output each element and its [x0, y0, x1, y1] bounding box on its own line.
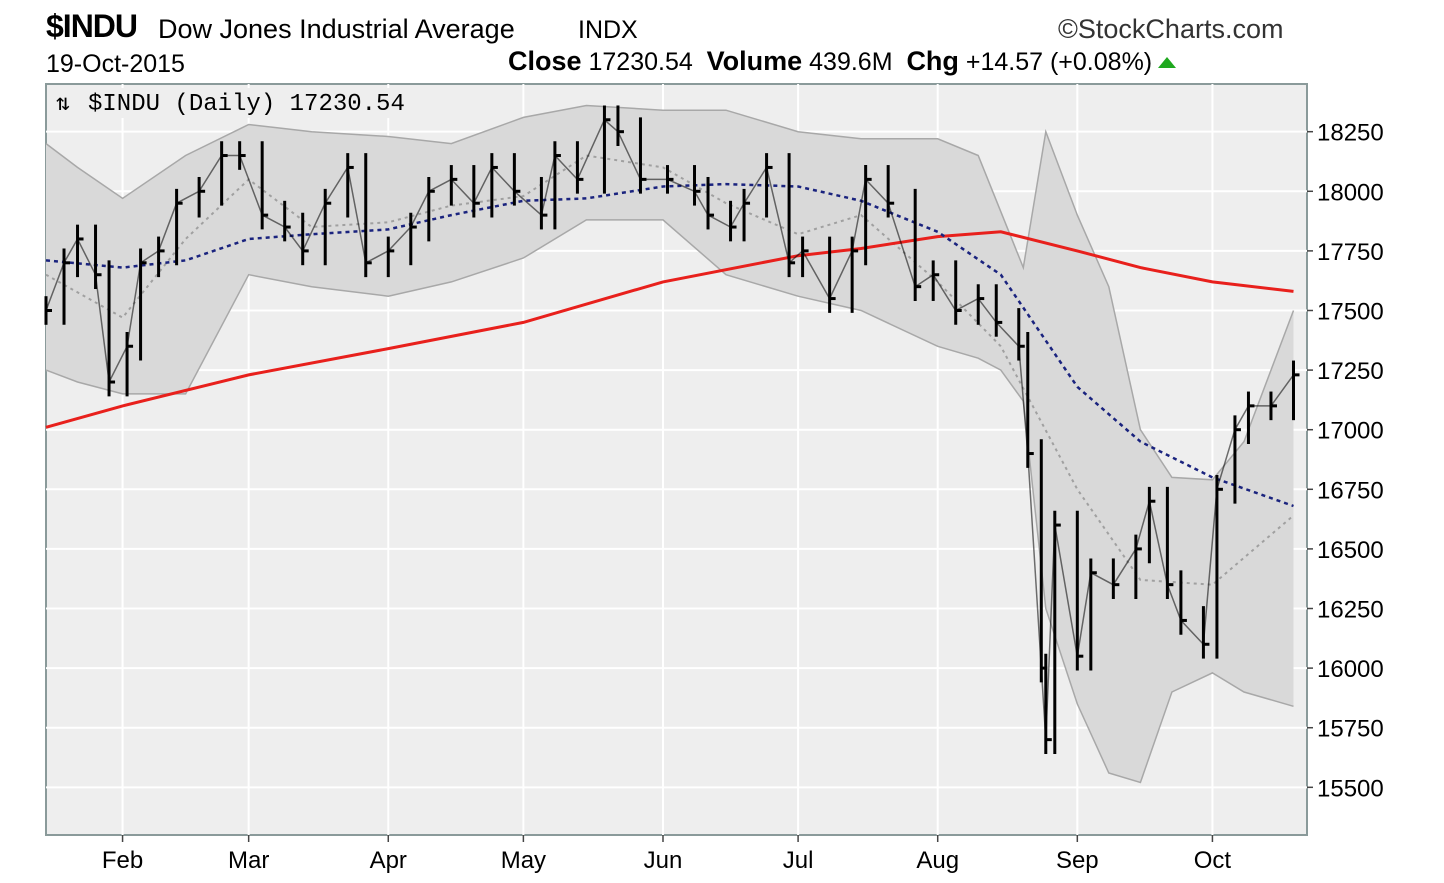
y-tick-label: 17250: [1317, 358, 1384, 385]
exchange-label: INDX: [578, 16, 638, 44]
volume-value: 439.6M: [809, 48, 893, 76]
sma50-line: [45, 182, 1294, 508]
quote-summary: Close 17230.54 Volume 439.6M Chg +14.57 …: [508, 46, 1177, 77]
x-axis: Feb Mar Apr May Jun Jul Aug Sep Oct: [102, 835, 1232, 874]
quote-date: 19-Oct-2015: [46, 50, 185, 78]
legend-arrows-icon: ⇅: [56, 91, 70, 117]
y-tick-label: 17000: [1317, 418, 1384, 445]
x-tick-label: Mar: [228, 847, 269, 874]
close-value: 17230.54: [588, 48, 693, 76]
change-value: +14.57 (+0.08%): [965, 48, 1153, 76]
x-tick-label: May: [501, 847, 546, 874]
x-tick-label: Apr: [370, 847, 407, 874]
source-label: StockCharts.com: [1077, 14, 1284, 44]
index-name: Dow Jones Industrial Average: [158, 14, 515, 44]
x-tick-label: Oct: [1194, 847, 1232, 874]
y-tick-label: 18250: [1317, 120, 1384, 147]
legend-box: [50, 88, 462, 118]
y-tick-label: 16250: [1317, 597, 1384, 624]
y-tick-label: 17750: [1317, 239, 1384, 266]
y-tick-label: 17500: [1317, 298, 1384, 325]
bollinger-band-fill: [46, 105, 1294, 783]
bollinger-upper-line: [45, 104, 1295, 481]
y-tick-label: 18000: [1317, 179, 1384, 206]
y-tick-label: 16750: [1317, 477, 1384, 504]
y-tick-label: 16000: [1317, 656, 1384, 683]
close-label: Close: [508, 46, 582, 76]
y-tick-label: 15750: [1317, 716, 1384, 743]
price-close-path: [45, 118, 1295, 740]
price-bars: [44, 105, 1300, 754]
x-tick-label: Jun: [644, 847, 683, 874]
y-tick-label: 15500: [1317, 775, 1384, 802]
volume-label: Volume: [706, 46, 803, 76]
change-label: Chg: [906, 46, 959, 76]
legend-text: $INDU (Daily) 17230.54: [88, 91, 405, 118]
source-watermark: ©StockCharts.com: [1058, 14, 1283, 45]
x-tick-label: Jul: [783, 847, 814, 874]
symbol-title: $INDU: [46, 8, 138, 44]
y-axis: 15500 15750 16000 16250 16500 16750 17000 17250…: [1307, 120, 1384, 802]
y-tick-label: 16500: [1317, 537, 1384, 564]
up-arrow-icon: [1158, 57, 1177, 68]
copyright-icon: ©: [1058, 14, 1078, 44]
chart-legend: ⇅ $INDU (Daily) 17230.54: [50, 88, 462, 118]
x-tick-label: Sep: [1056, 847, 1099, 874]
x-tick-label: Aug: [916, 847, 959, 874]
x-tick-label: Feb: [102, 847, 143, 874]
